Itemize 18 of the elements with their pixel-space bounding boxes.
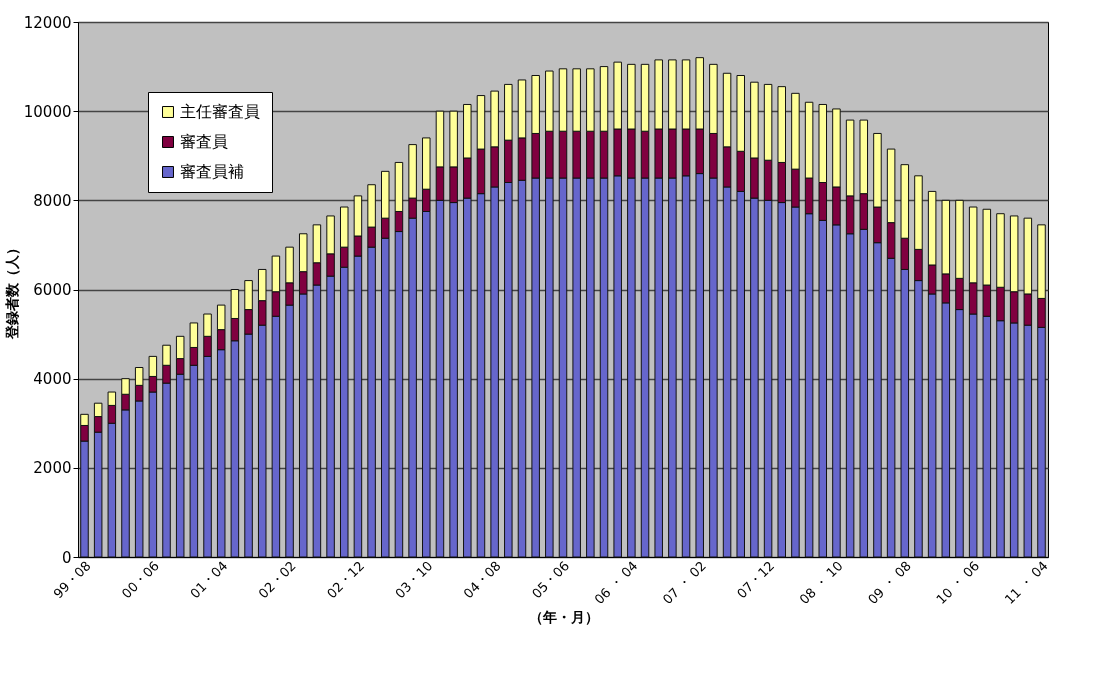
y-tick-label: 8000 xyxy=(33,191,72,210)
legend-label: 審査員補 xyxy=(180,162,244,181)
y-axis-title: 登録者数（人） xyxy=(3,241,20,340)
y-tick-label: 12000 xyxy=(23,13,72,32)
y-tick-label: 6000 xyxy=(33,281,72,299)
x-tick-label: 08 ・ 10 xyxy=(796,558,846,608)
y-tick-label: 4000 xyxy=(33,370,72,389)
x-tick-label: 10 ・ 06 xyxy=(933,558,983,608)
legend-label: 審査員 xyxy=(180,132,228,151)
x-axis-title: （年・月） xyxy=(528,609,599,626)
x-tick-label: 11 ・ 04 xyxy=(1001,558,1051,608)
x-tick-label: 06 ・ 04 xyxy=(591,558,641,608)
y-tick-label: 0 xyxy=(61,548,72,567)
y-tick-label: 2000 xyxy=(33,459,72,478)
legend-label: 主任審査員 xyxy=(180,102,260,121)
x-tick-label: 09 ・ 08 xyxy=(864,558,914,608)
y-tick-label: 10000 xyxy=(23,102,72,121)
x-tick-label: 07 ・ 02 xyxy=(659,558,709,608)
